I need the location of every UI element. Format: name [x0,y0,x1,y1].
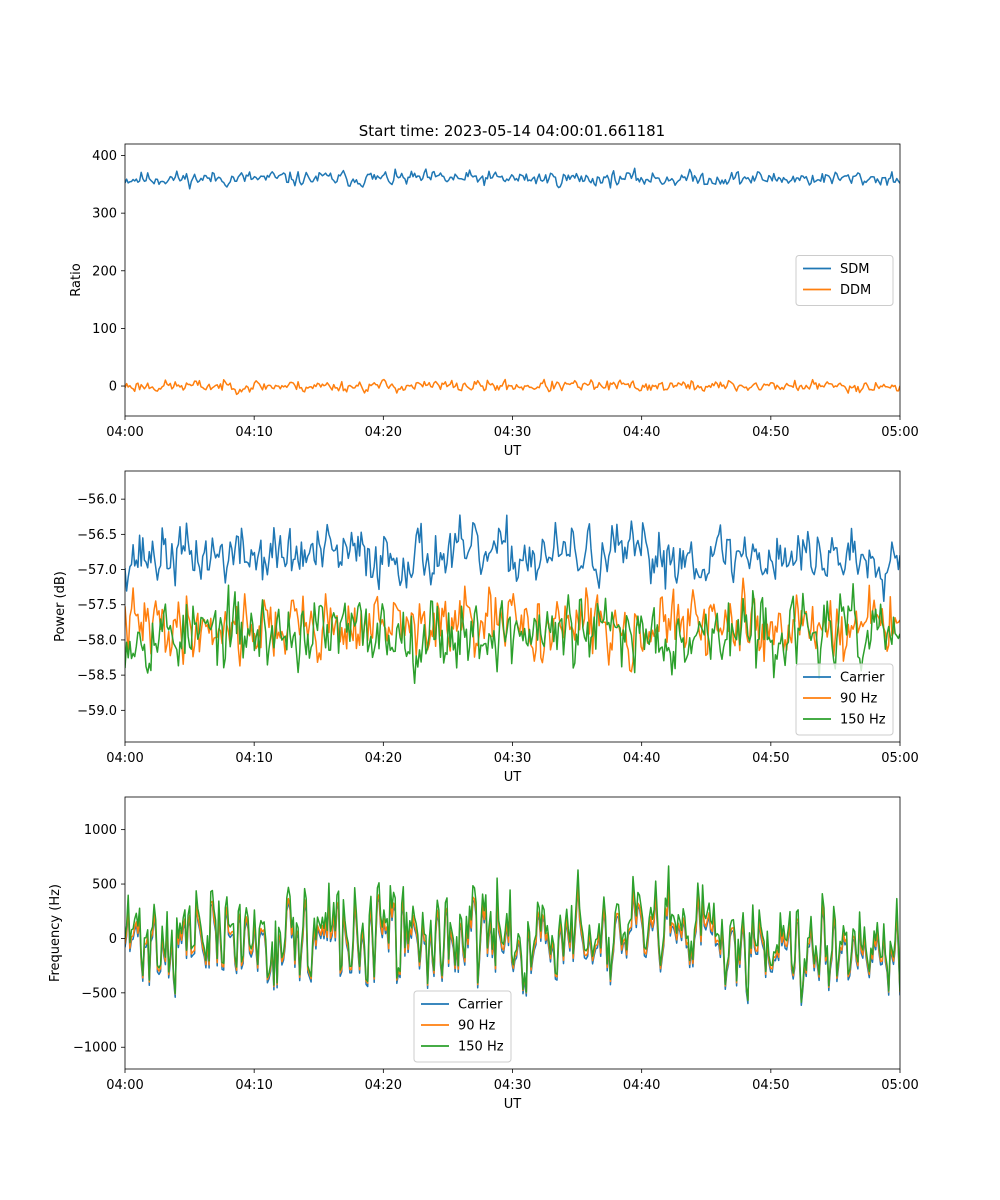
x-tick-label: 04:40 [623,1078,660,1093]
series-line-150-hz [125,865,900,1004]
y-tick-label: 0 [109,380,117,395]
chart-panel-1: 04:00 04:10 04:20 04:30 04:40 04:50 05:00 UT 0 10… [69,143,919,459]
legend-label: 90 Hz [840,692,877,707]
x-tick-label: 04:20 [365,1078,402,1093]
y-tick-label: −500 [81,986,117,1001]
x-tick-label: 04:00 [106,1078,143,1093]
y-tick-label: −58.5 [77,669,117,684]
x-tick-label: 04:00 [106,425,143,440]
x-tick-label: 04:50 [752,751,789,766]
x-tick-label: 04:10 [235,425,272,440]
legend: Carrier 90 Hz 150 Hz [413,990,512,1063]
y-tick-label: 1000 [84,823,117,838]
series-group [125,514,900,685]
x-tick-label: 04:10 [235,751,272,766]
legend-label: SDM [840,262,869,277]
y-tick-label: −57.0 [77,563,117,578]
series-line-carrier [125,514,900,603]
x-tick-label: 04:40 [623,751,660,766]
series-line-sdm [125,167,900,190]
x-tick-label: 04:50 [752,425,789,440]
x-tick-label: 05:00 [881,1078,918,1093]
legend-label: 150 Hz [840,713,886,728]
x-axis-label: UT [504,444,522,459]
x-tick-label: 05:00 [881,751,918,766]
y-tick-label: 200 [92,264,117,279]
legend-label: Carrier [840,671,885,686]
y-axis-label: Power (dB) [53,571,68,642]
x-axis-label: UT [504,770,522,785]
x-tick-label: 04:00 [106,751,143,766]
y-tick-label: −57.5 [77,598,117,613]
x-axis-label: UT [504,1097,522,1112]
x-tick-label: 04:20 [365,425,402,440]
y-tick-label: 500 [92,878,117,893]
y-axis-label: Frequency (Hz) [48,884,63,982]
x-tick-label: 04:30 [494,425,531,440]
series-line-ddm [125,378,900,396]
y-tick-label: −59.0 [77,704,117,719]
legend-box [413,990,512,1063]
legend-label: 150 Hz [458,1040,504,1055]
legend: SDM DDM [795,255,894,307]
y-axis-label: Ratio [69,263,84,296]
x-tick-label: 05:00 [881,425,918,440]
legend-box [795,663,894,736]
series-line-150-hz [125,583,900,685]
series-group [125,167,900,396]
axes-frame [124,470,901,743]
y-tick-label: 100 [92,322,117,337]
series-group [125,865,900,1007]
legend-label: DDM [840,283,871,298]
y-tick-label: −1000 [73,1041,117,1056]
x-tick-label: 04:30 [494,751,531,766]
x-tick-label: 04:20 [365,751,402,766]
figure-title: Start time: 2023-05-14 04:00:01.661181 [359,122,665,140]
legend-label: Carrier [458,998,503,1013]
x-tick-label: 04:50 [752,1078,789,1093]
chart-panel-2: 04:00 04:10 04:20 04:30 04:40 04:50 05:00 UT −56… [53,470,919,785]
chart-panel-3: 04:00 04:10 04:20 04:30 04:40 04:50 05:00 UT 100… [48,796,919,1112]
y-tick-label: −56.0 [77,493,117,508]
x-tick-label: 04:10 [235,1078,272,1093]
x-tick-label: 04:40 [623,425,660,440]
y-tick-label: −56.5 [77,528,117,543]
y-tick-label: −58.0 [77,633,117,648]
legend-label: 90 Hz [458,1019,495,1034]
y-tick-label: 300 [92,207,117,222]
y-tick-label: 0 [109,932,117,947]
x-tick-label: 04:30 [494,1078,531,1093]
axes-frame [124,143,901,417]
legend: Carrier 90 Hz 150 Hz [795,663,894,736]
y-tick-label: 400 [92,149,117,164]
